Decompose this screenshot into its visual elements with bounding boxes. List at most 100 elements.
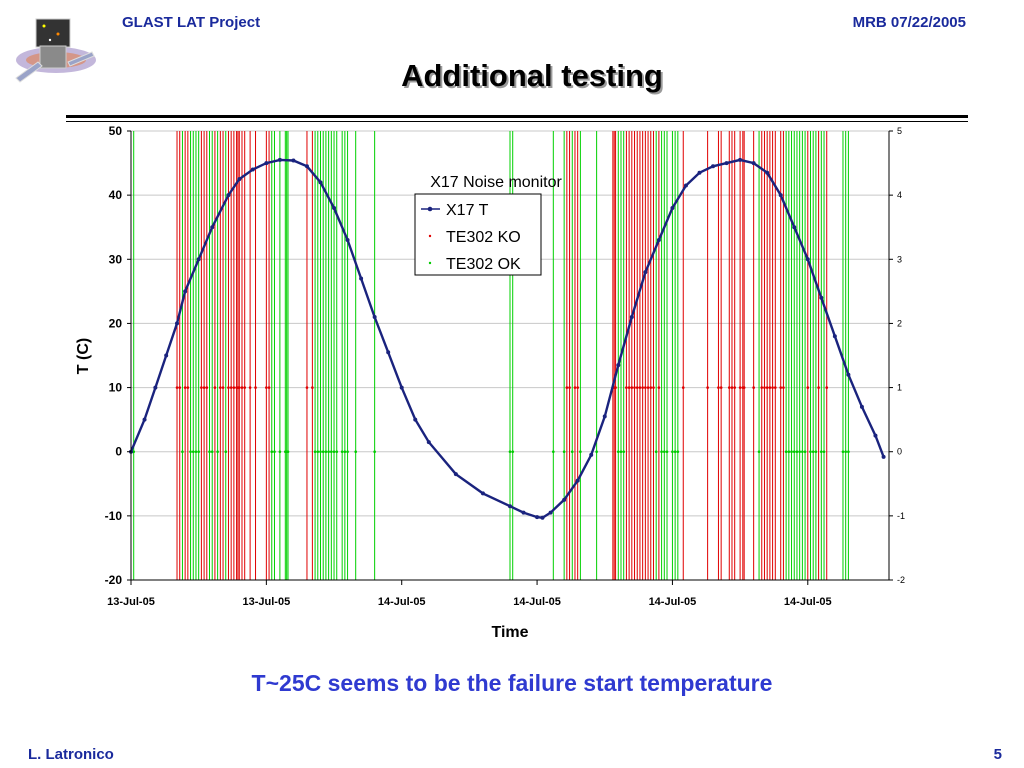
te302-ok-point	[132, 450, 136, 454]
y2-tick-label: 5	[897, 126, 902, 136]
te302-ko-point	[638, 386, 642, 389]
te302-ko-point	[719, 386, 723, 389]
header-project: GLAST LAT Project	[122, 14, 261, 31]
te302-ko-point	[305, 386, 309, 389]
te302-ko-point	[178, 386, 182, 389]
te302-ok-point	[343, 450, 347, 454]
te302-ko-point	[641, 386, 644, 389]
te302-ok-point	[847, 450, 850, 454]
y2-tick-label: 2	[897, 318, 902, 328]
x17-t-point	[846, 372, 851, 377]
y2-tick-label: 1	[897, 383, 902, 393]
te302-ko-point	[265, 386, 268, 389]
te302-ko-point	[219, 386, 222, 389]
y-tick-label: 30	[109, 252, 123, 266]
te302-ko-point	[635, 386, 639, 389]
te302-ok-point	[335, 450, 339, 454]
te302-ko-point	[627, 386, 631, 389]
te302-ko-point	[727, 386, 731, 389]
te302-ko-point	[614, 386, 617, 389]
te302-ko-point	[311, 386, 314, 389]
te302-ko-point	[625, 386, 628, 389]
x17-t-point	[453, 472, 458, 477]
te302-ko-point	[706, 386, 709, 389]
x17-t-point	[237, 177, 242, 182]
x17-t-point	[183, 289, 188, 294]
x17-t-point	[164, 353, 169, 358]
te302-ok-point	[327, 450, 330, 454]
te302-ok-point	[346, 450, 349, 454]
te302-ko-point	[200, 386, 203, 389]
x17-t-point	[562, 497, 567, 502]
te302-ko-point	[240, 386, 244, 389]
te302-ok-point	[784, 450, 788, 454]
te302-ok-point	[671, 450, 674, 454]
te302-ok-point	[673, 450, 677, 454]
te302-ok-point	[324, 450, 328, 454]
te302-ko-point	[760, 386, 764, 389]
footer-author: L. Latronico	[28, 746, 114, 763]
x17-t-point	[175, 321, 180, 326]
x17-t-point	[751, 161, 756, 166]
te302-ko-point	[573, 386, 577, 389]
x17-t-point	[153, 385, 158, 390]
glast-logo	[14, 16, 106, 86]
x17-t-point	[616, 363, 621, 368]
te302-ok-point	[787, 450, 791, 454]
x17-t-point	[819, 295, 824, 300]
x-tick-label: 14-Jul-05	[784, 596, 832, 608]
y-tick-label: 40	[109, 188, 123, 202]
te302-ok-point	[321, 450, 325, 454]
title-rule-thin	[66, 121, 968, 122]
te302-ko-point	[738, 386, 742, 389]
y-tick-label: 20	[109, 316, 123, 330]
te302-ko-point	[771, 386, 774, 389]
te302-ko-point	[267, 386, 271, 389]
te302-ok-point	[811, 450, 815, 454]
x17-t-point	[859, 404, 864, 409]
title-rule	[66, 115, 968, 118]
te302-ko-point	[183, 386, 187, 389]
te302-ok-point	[273, 450, 276, 454]
te302-ok-point	[286, 450, 290, 454]
te302-ok-point	[340, 450, 344, 454]
te302-ko-point	[681, 386, 685, 389]
x-tick-label: 13-Jul-05	[107, 596, 155, 608]
te302-ko-point	[186, 386, 190, 389]
te302-ko-point	[565, 386, 569, 389]
x17-t-point	[643, 270, 648, 275]
x-tick-label: 14-Jul-05	[513, 596, 561, 608]
x-tick-label: 14-Jul-05	[378, 596, 426, 608]
te302-ko-point	[752, 386, 755, 389]
te302-ko-point	[227, 386, 230, 389]
te302-ko-point	[782, 386, 785, 389]
te302-ko-point	[730, 386, 734, 389]
page-number: 5	[993, 746, 1002, 763]
te302-ok-point	[790, 450, 793, 454]
legend-label-te302-ko: TE302 KO	[446, 229, 521, 246]
te302-ko-point	[768, 386, 772, 389]
x17-t-point	[426, 440, 431, 445]
x17-t-point	[724, 161, 729, 166]
te302-ok-point	[373, 450, 376, 454]
te302-ko-point	[649, 386, 653, 389]
te302-ok-point	[792, 450, 796, 454]
te302-ok-point	[562, 450, 566, 454]
x17-t-point	[540, 515, 545, 520]
x17-t-point	[873, 433, 878, 438]
te302-ok-point	[663, 450, 666, 454]
te302-ok-point	[595, 450, 598, 454]
y2-tick-label: -1	[897, 511, 905, 521]
te302-ko-point	[733, 386, 736, 389]
y-tick-label: -10	[105, 509, 123, 523]
x17-t-point	[210, 225, 215, 230]
te302-ok-point	[181, 450, 184, 454]
y2-axis-ticks: -2 -1 0 1 2 3 4 5	[889, 126, 905, 585]
legend-label-te302-ok: TE302 OK	[446, 256, 521, 273]
te302-ok-point	[552, 450, 555, 454]
x17-t-point	[508, 504, 512, 509]
x17-t-point	[670, 205, 675, 210]
te302-ok-point	[676, 450, 680, 454]
te302-ko-point	[248, 386, 252, 389]
